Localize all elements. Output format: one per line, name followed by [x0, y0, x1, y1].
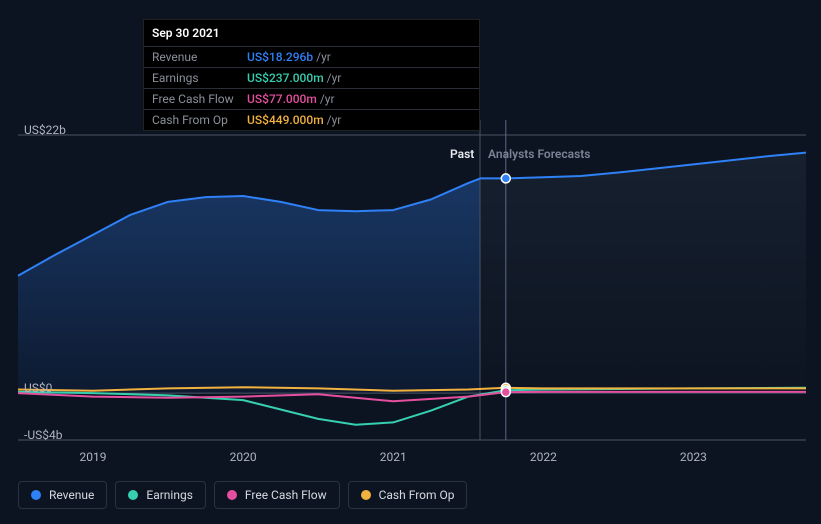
- y-axis-label: US$22b: [24, 123, 66, 137]
- tooltip-row-cfo: Cash From Op US$449.000m /yr: [144, 109, 479, 130]
- x-axis-label: 2019: [80, 450, 107, 464]
- legend-label: Free Cash Flow: [245, 488, 327, 502]
- tooltip-value: US$237.000m: [247, 71, 324, 85]
- tooltip-value: US$449.000m: [247, 113, 324, 127]
- tooltip-unit: /yr: [327, 71, 342, 85]
- tooltip-value: US$18.296b: [247, 50, 313, 64]
- tooltip-label: Revenue: [152, 50, 247, 64]
- tooltip-label: Cash From Op: [152, 113, 247, 127]
- y-axis-label: -US$4b: [24, 428, 62, 442]
- forecast-label: Analysts Forecasts: [488, 147, 590, 161]
- legend-item-earnings[interactable]: Earnings: [115, 481, 206, 509]
- tooltip-unit: /yr: [327, 113, 342, 127]
- y-axis-label: US$0: [24, 381, 52, 395]
- x-axis-label: 2020: [230, 450, 257, 464]
- past-label: Past: [450, 147, 474, 161]
- x-axis-label: 2023: [680, 450, 707, 464]
- legend-label: Revenue: [49, 488, 94, 502]
- legend-swatch: [31, 490, 41, 500]
- legend-item-cfo[interactable]: Cash From Op: [348, 481, 468, 509]
- legend-item-fcf[interactable]: Free Cash Flow: [214, 481, 340, 509]
- tooltip-row-revenue: Revenue US$18.296b /yr: [144, 46, 479, 67]
- tooltip-date: Sep 30 2021: [144, 20, 479, 46]
- tooltip: Sep 30 2021 Revenue US$18.296b /yr Earni…: [143, 19, 480, 131]
- financial-chart: US$22b US$0 -US$4b 2019 2020 2021 2022 2…: [0, 0, 821, 524]
- legend-swatch: [227, 490, 237, 500]
- tooltip-value: US$77.000m: [247, 92, 317, 106]
- tooltip-unit: /yr: [320, 92, 335, 106]
- legend-label: Cash From Op: [379, 488, 455, 502]
- tooltip-label: Earnings: [152, 71, 247, 85]
- legend-label: Earnings: [146, 488, 193, 502]
- x-axis-label: 2021: [380, 450, 407, 464]
- legend-swatch: [128, 490, 138, 500]
- legend-swatch: [361, 490, 371, 500]
- tooltip-unit: /yr: [316, 50, 331, 64]
- tooltip-row-earnings: Earnings US$237.000m /yr: [144, 67, 479, 88]
- x-axis-label: 2022: [530, 450, 557, 464]
- tooltip-label: Free Cash Flow: [152, 92, 247, 106]
- tooltip-row-fcf: Free Cash Flow US$77.000m /yr: [144, 88, 479, 109]
- legend-item-revenue[interactable]: Revenue: [18, 481, 107, 509]
- legend: Revenue Earnings Free Cash Flow Cash Fro…: [18, 481, 467, 509]
